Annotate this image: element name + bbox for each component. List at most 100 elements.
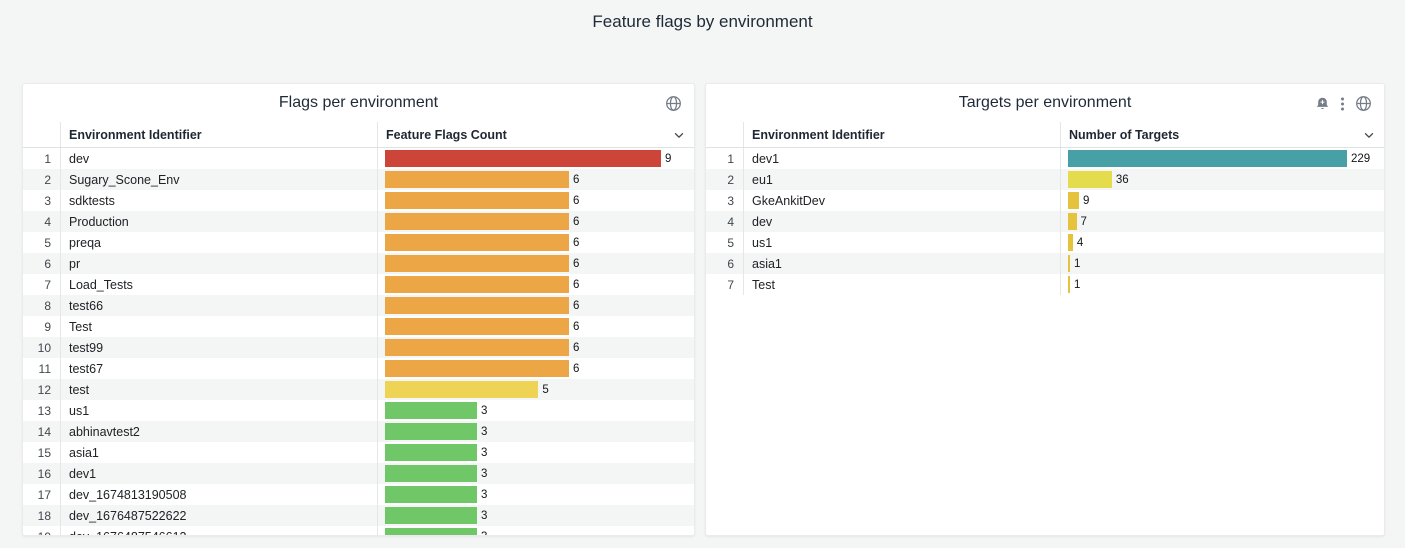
environment-identifier-cell: test99 bbox=[61, 337, 378, 358]
bar-gauge-cell: 6 bbox=[378, 295, 694, 316]
table-body: 1 dev1 229 2 eu1 36 3 GkeAnkitDev 9 4 dev 7 5 us1 4 6 as… bbox=[706, 148, 1384, 295]
chevron-down-icon[interactable] bbox=[672, 128, 686, 142]
table-row: 9 Test 6 bbox=[23, 316, 694, 337]
bar-gauge-cell: 6 bbox=[378, 211, 694, 232]
table-row: 7 Load_Tests 6 bbox=[23, 274, 694, 295]
environment-identifier-cell: Sugary_Scone_Env bbox=[61, 169, 378, 190]
bar-gauge-cell: 6 bbox=[378, 316, 694, 337]
bar-value-label: 6 bbox=[573, 320, 580, 333]
environment-identifier-cell: preqa bbox=[61, 232, 378, 253]
chevron-down-icon[interactable] bbox=[1362, 128, 1376, 142]
row-index-cell: 6 bbox=[23, 253, 61, 274]
bar-gauge-cell: 6 bbox=[378, 274, 694, 295]
environment-identifier-cell: dev bbox=[744, 211, 1061, 232]
bar-value-label: 36 bbox=[1115, 173, 1129, 186]
bar-value-label: 6 bbox=[573, 278, 580, 291]
table-row: 5 preqa 6 bbox=[23, 232, 694, 253]
table-row: 6 pr 6 bbox=[23, 253, 694, 274]
row-index-header bbox=[706, 122, 744, 147]
environment-identifier-cell: asia1 bbox=[61, 442, 378, 463]
bar-gauge bbox=[1068, 213, 1077, 230]
table-row: 12 test 5 bbox=[23, 379, 694, 400]
targets-table: Environment Identifier Number of Targets… bbox=[706, 122, 1384, 295]
table-body: 1 dev 9 2 Sugary_Scone_Env 6 3 sdktests 6 4 Produc… bbox=[23, 148, 694, 535]
column-header-environment-identifier[interactable]: Environment Identifier bbox=[744, 122, 1061, 147]
bar-gauge-cell: 3 bbox=[378, 463, 694, 484]
environment-identifier-cell: dev1 bbox=[744, 148, 1061, 169]
row-index-cell: 17 bbox=[23, 484, 61, 505]
bar-gauge bbox=[385, 465, 477, 482]
bar-value-label: 6 bbox=[573, 362, 580, 375]
bar-gauge-cell: 1 bbox=[1061, 253, 1384, 274]
panel-header-icons bbox=[665, 95, 682, 112]
bell-plus-icon[interactable] bbox=[1315, 96, 1330, 112]
bar-gauge-cell: 3 bbox=[378, 526, 694, 535]
kebab-menu-icon[interactable] bbox=[1340, 96, 1345, 112]
table-row: 15 asia1 3 bbox=[23, 442, 694, 463]
column-header-environment-identifier[interactable]: Environment Identifier bbox=[61, 122, 378, 147]
row-index-cell: 7 bbox=[23, 274, 61, 295]
bar-gauge bbox=[385, 297, 569, 314]
column-header-number-of-targets[interactable]: Number of Targets bbox=[1061, 122, 1384, 147]
bar-gauge bbox=[385, 234, 569, 251]
column-header-feature-flags-count[interactable]: Feature Flags Count bbox=[378, 122, 694, 147]
row-index-cell: 7 bbox=[706, 274, 744, 295]
row-index-cell: 3 bbox=[23, 190, 61, 211]
bar-gauge bbox=[385, 486, 477, 503]
bar-gauge-cell: 7 bbox=[1061, 211, 1384, 232]
bar-gauge-cell: 4 bbox=[1061, 232, 1384, 253]
bar-value-label: 3 bbox=[481, 404, 488, 417]
bar-gauge bbox=[385, 150, 661, 167]
row-index-cell: 12 bbox=[23, 379, 61, 400]
bar-gauge bbox=[385, 213, 569, 230]
table-row: 2 Sugary_Scone_Env 6 bbox=[23, 169, 694, 190]
row-index-cell: 13 bbox=[23, 400, 61, 421]
bar-gauge bbox=[385, 171, 569, 188]
row-index-cell: 8 bbox=[23, 295, 61, 316]
environment-identifier-cell: dev bbox=[61, 148, 378, 169]
table-row: 19dev_1676487546612 3 bbox=[23, 526, 694, 535]
panel-flags-per-environment: Flags per environment Environment Identi… bbox=[22, 83, 695, 536]
row-index-cell: 5 bbox=[23, 232, 61, 253]
table-row: 1 dev1 229 bbox=[706, 148, 1384, 169]
bar-gauge-cell: 5 bbox=[378, 379, 694, 400]
table-row: 7 Test 1 bbox=[706, 274, 1384, 295]
column-header-label: Feature Flags Count bbox=[386, 127, 507, 142]
bar-gauge-cell: 229 bbox=[1061, 148, 1384, 169]
environment-identifier-cell: dev1 bbox=[61, 463, 378, 484]
environment-identifier-cell: dev_1674813190508 bbox=[61, 484, 378, 505]
table-row: 6 asia1 1 bbox=[706, 253, 1384, 274]
bar-value-label: 4 bbox=[1076, 236, 1084, 249]
bar-gauge bbox=[1068, 192, 1079, 209]
bar-gauge bbox=[385, 402, 477, 419]
row-index-cell: 4 bbox=[706, 211, 744, 232]
bar-value-label: 6 bbox=[573, 194, 580, 207]
globe-icon[interactable] bbox=[665, 95, 682, 112]
bar-value-label: 3 bbox=[481, 446, 488, 459]
row-index-cell: 9 bbox=[23, 316, 61, 337]
table-row: 17 dev_1674813190508 3 bbox=[23, 484, 694, 505]
row-index-cell: 11 bbox=[23, 358, 61, 379]
row-index-cell: 19 bbox=[23, 526, 61, 535]
bar-gauge bbox=[385, 192, 569, 209]
bar-gauge bbox=[1068, 150, 1347, 167]
globe-icon[interactable] bbox=[1355, 95, 1372, 112]
table-row: 2 eu1 36 bbox=[706, 169, 1384, 190]
environment-identifier-cell: Test bbox=[744, 274, 1061, 295]
panel-title[interactable]: Flags per environment bbox=[278, 94, 439, 111]
table-header-row: Environment Identifier Number of Targets bbox=[706, 122, 1384, 148]
bar-gauge bbox=[385, 360, 569, 377]
bar-gauge bbox=[385, 318, 569, 335]
bar-value-label: 6 bbox=[573, 215, 580, 228]
bar-value-label: 5 bbox=[542, 383, 549, 396]
bar-gauge-cell: 6 bbox=[378, 337, 694, 358]
panel-targets-per-environment: Targets per environment Environment Iden… bbox=[705, 83, 1385, 536]
bar-value-label: 3 bbox=[481, 467, 488, 480]
bar-gauge bbox=[1068, 234, 1073, 251]
row-index-cell: 3 bbox=[706, 190, 744, 211]
table-row: 13 us1 3 bbox=[23, 400, 694, 421]
panel-title[interactable]: Targets per environment bbox=[958, 94, 1132, 111]
environment-identifier-cell: pr bbox=[61, 253, 378, 274]
table-row: 3 GkeAnkitDev 9 bbox=[706, 190, 1384, 211]
bar-value-label: 3 bbox=[481, 425, 488, 438]
